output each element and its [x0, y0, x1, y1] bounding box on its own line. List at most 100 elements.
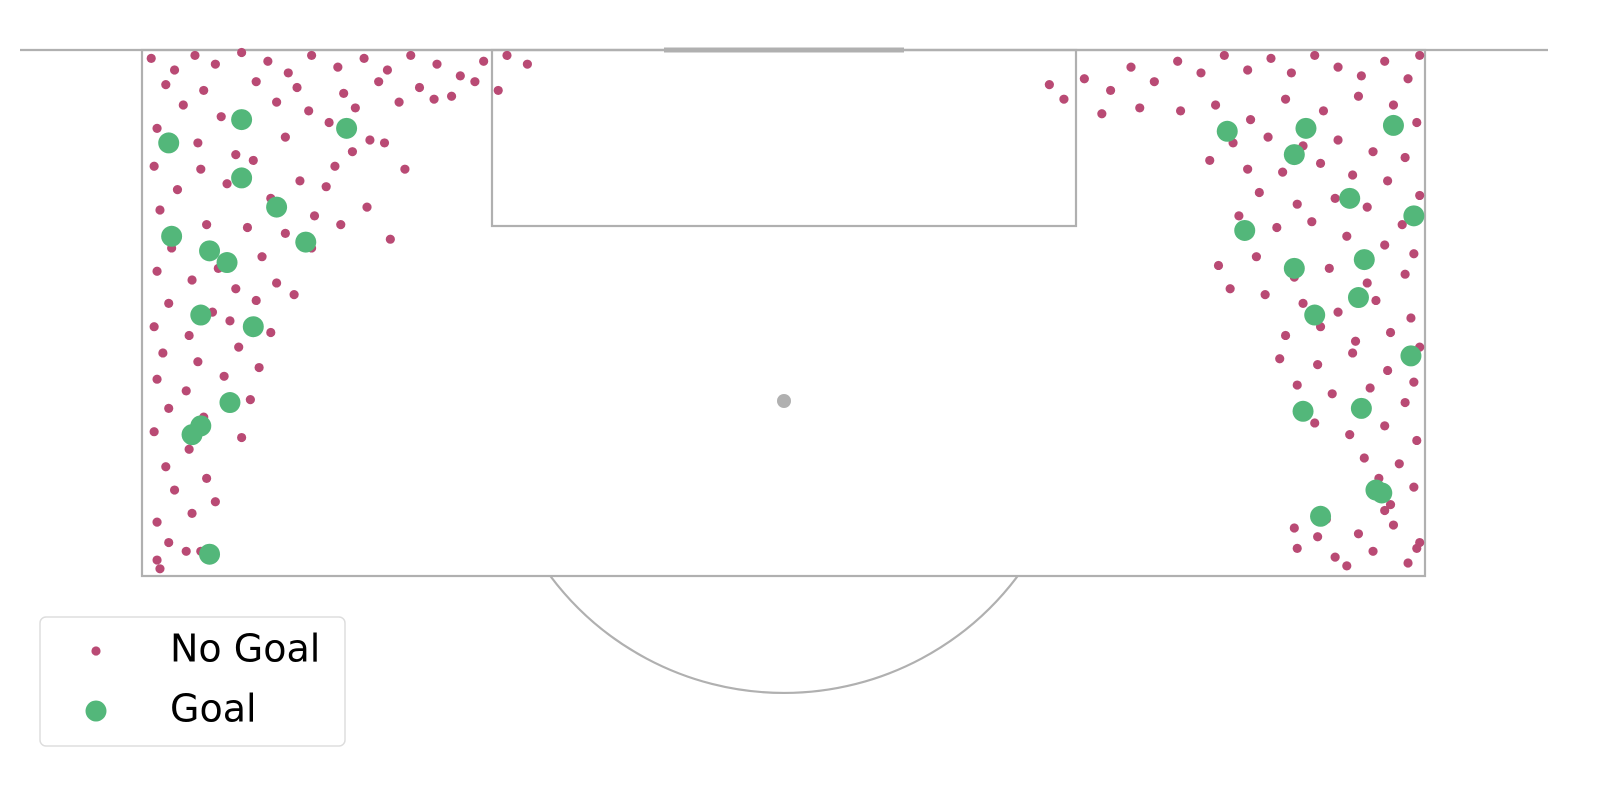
no-goal-shot [172, 185, 183, 195]
no-goal-shot [1385, 327, 1396, 338]
no-goal-shot [1409, 249, 1419, 259]
no-goal-shot [455, 71, 465, 81]
no-goal-shot [245, 395, 255, 405]
no-goal-shot [184, 444, 194, 454]
no-goal-shot [149, 161, 159, 171]
no-goal-shot [280, 228, 290, 238]
goal-shot [1339, 187, 1361, 209]
pitch [20, 47, 1548, 694]
legend-frame [39, 616, 346, 747]
no-goal-shot [196, 164, 206, 174]
no-goal-shot [164, 298, 174, 308]
no-goal-shot [1254, 187, 1264, 198]
no-goal-shot [187, 508, 197, 518]
no-goal-shot [155, 564, 165, 574]
no-goal-shot [1315, 158, 1326, 168]
no-goal-shot [362, 202, 372, 212]
no-goal-shot [289, 290, 299, 300]
no-goal-shot [307, 50, 317, 61]
no-goal-shot [234, 342, 244, 352]
no-goal-shot [202, 473, 212, 483]
no-goal-shot [237, 47, 247, 58]
no-goal-shot [1415, 50, 1425, 61]
no-goal-shot [152, 517, 162, 527]
goal-shot [216, 252, 238, 274]
no-goal-shot [266, 327, 276, 338]
goal-shot [1234, 219, 1256, 241]
no-goal-shot [251, 77, 261, 87]
no-goal-shot [1280, 330, 1291, 341]
no-goal-shot [1380, 56, 1390, 66]
no-goal-shot [1380, 505, 1390, 516]
no-goal-shot [164, 403, 174, 413]
no-goal-shot [1243, 164, 1253, 174]
no-goal-shot [280, 132, 290, 142]
no-goal-shot [479, 56, 489, 66]
no-goal-shot [199, 85, 209, 96]
no-goal-shot [149, 322, 159, 332]
no-goal-shot [1412, 117, 1422, 128]
no-goal-shot [184, 330, 194, 341]
no-goal-shot [1333, 307, 1343, 317]
goal-shot [1403, 205, 1425, 227]
no-goal-shot [1298, 298, 1308, 308]
no-goal-shot [1213, 260, 1224, 271]
no-goal-shot [339, 88, 349, 98]
no-goal-shot [1310, 418, 1320, 428]
no-goal-shot [1383, 365, 1393, 376]
no-goal-shot [1330, 193, 1340, 203]
goal-shot [1283, 144, 1305, 166]
goal-shot [231, 167, 253, 189]
no-goal-shot [1348, 348, 1358, 358]
goal-shot [295, 231, 317, 253]
goal-shot [199, 543, 221, 565]
no-goal-shot [283, 68, 293, 78]
no-goal-shot [1362, 202, 1372, 212]
no-goal-shot [333, 62, 343, 72]
no-goal-shot [1353, 529, 1364, 539]
shots [146, 47, 1425, 574]
no-goal-shot [1266, 53, 1276, 63]
no-goal-shot [272, 97, 282, 107]
no-goal-shot [1380, 240, 1390, 250]
no-goal-shot [251, 295, 261, 306]
no-goal-shot [1380, 421, 1390, 431]
no-goal-shot [522, 59, 532, 69]
no-goal-shot [1412, 543, 1422, 553]
no-goal-shot [1397, 220, 1407, 230]
no-goal-shot [1210, 100, 1221, 110]
goal-shot [190, 304, 212, 326]
goal-shot [161, 225, 183, 247]
no-goal-shot [1205, 155, 1215, 166]
no-goal-shot [1406, 313, 1416, 323]
no-goal-shot [231, 149, 241, 160]
legend-marker [91, 646, 101, 656]
no-goal-shot [1356, 71, 1366, 81]
goal-shot [1400, 345, 1422, 367]
no-goal-shot [225, 316, 235, 326]
no-goal-shot [1289, 523, 1299, 533]
no-goal-shot [161, 79, 171, 90]
no-goal-shot [231, 284, 241, 294]
goal-shot [266, 196, 288, 218]
no-goal-shot [379, 138, 390, 148]
goal-shot [219, 392, 241, 414]
no-goal-shot [292, 82, 302, 93]
goal-shot [1382, 114, 1404, 136]
no-goal-shot [1383, 176, 1393, 186]
goal-shot [336, 117, 358, 139]
no-goal-shot [248, 155, 258, 166]
no-goal-shot [193, 357, 203, 367]
no-goal-shot [272, 278, 282, 288]
no-goal-shot [254, 362, 264, 373]
goal-shot [199, 240, 221, 262]
no-goal-shot [164, 537, 174, 548]
no-goal-shot [385, 234, 395, 244]
no-goal-shot [1313, 532, 1323, 542]
no-goal-shot [257, 252, 267, 262]
no-goal-shot [1292, 199, 1302, 209]
no-goal-shot [1260, 290, 1270, 300]
no-goal-shot [1342, 561, 1352, 571]
no-goal-shot [1412, 435, 1422, 446]
no-goal-shot [1371, 295, 1381, 306]
